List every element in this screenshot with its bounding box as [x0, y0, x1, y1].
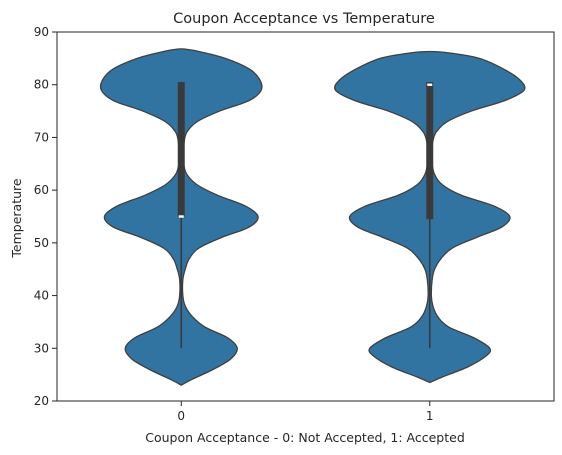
x-axis-label: Coupon Acceptance - 0: Not Accepted, 1: … — [145, 430, 465, 445]
y-tick-label: 30 — [34, 341, 49, 355]
violin-median — [178, 215, 184, 218]
violin-iqr-box — [426, 82, 434, 220]
x-tick-label: 0 — [177, 409, 185, 423]
y-axis-label: Temperature — [9, 178, 24, 258]
plot-area — [56, 31, 555, 402]
plot-frame — [56, 31, 555, 402]
chart-title: Coupon Acceptance vs Temperature — [173, 11, 435, 27]
y-tick-label: 80 — [34, 78, 49, 92]
violin-iqr-box — [177, 82, 185, 217]
y-tick-label: 70 — [34, 130, 49, 144]
boxes-layer — [177, 82, 434, 349]
y-tick-label: 40 — [34, 289, 49, 303]
y-tick-label: 20 — [34, 394, 49, 408]
violins-layer — [99, 48, 526, 386]
y-tick-label: 90 — [34, 25, 49, 39]
y-tick-label: 60 — [34, 183, 49, 197]
x-tick-label: 1 — [426, 409, 434, 423]
violin-median — [427, 83, 433, 86]
y-axis: 20 30 40 50 60 70 80 90 — [34, 25, 57, 408]
y-tick-label: 50 — [34, 236, 49, 250]
